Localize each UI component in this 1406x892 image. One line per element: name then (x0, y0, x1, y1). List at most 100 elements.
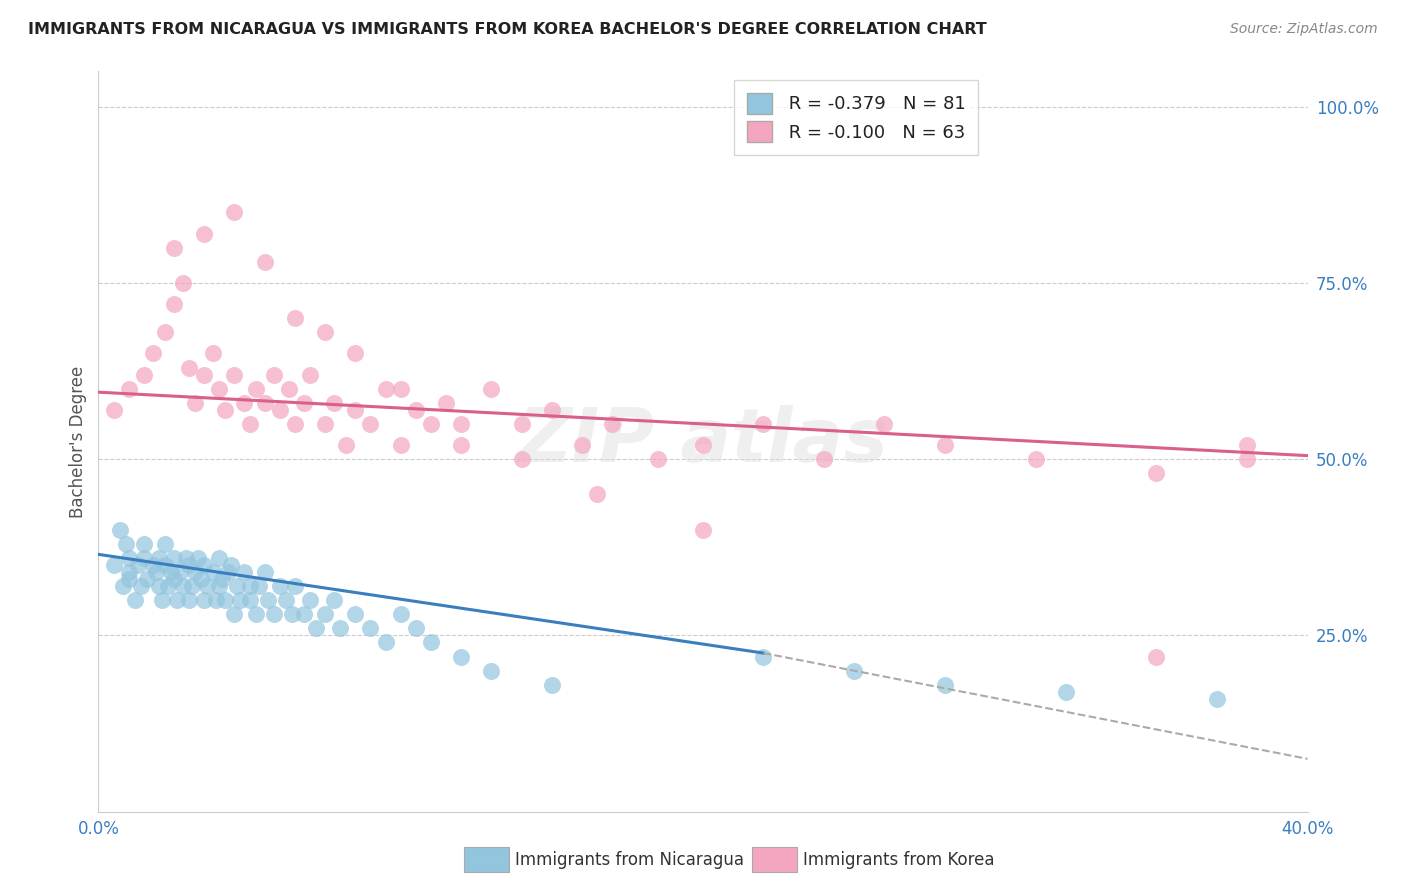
Point (179, 360, 201, 375)
Point (389, 382, 412, 396)
Legend:  R = -0.379   N = 81,  R = -0.100   N = 63: R = -0.379 N = 81, R = -0.100 N = 63 (734, 80, 979, 154)
Point (292, 607, 315, 622)
Point (226, 579, 249, 593)
Point (481, 664, 503, 678)
Point (208, 579, 231, 593)
Text: ZIP atlas: ZIP atlas (517, 405, 889, 478)
Point (299, 593, 322, 607)
Point (132, 368, 155, 382)
Point (239, 417, 262, 431)
Point (184, 565, 207, 579)
Point (434, 396, 457, 410)
Point (335, 438, 357, 452)
Point (103, 558, 125, 572)
Point (253, 565, 276, 579)
Point (450, 417, 472, 431)
Text: Source: ZipAtlas.com: Source: ZipAtlas.com (1230, 22, 1378, 37)
Point (142, 558, 165, 572)
Point (208, 382, 231, 396)
Point (692, 523, 714, 537)
Point (217, 565, 239, 579)
Point (229, 593, 252, 607)
Point (602, 417, 624, 431)
Point (450, 438, 472, 452)
Point (374, 635, 396, 649)
Point (179, 558, 201, 572)
Point (124, 593, 146, 607)
Point (323, 396, 346, 410)
Point (163, 241, 186, 255)
Point (193, 227, 215, 241)
Point (214, 593, 236, 607)
Point (481, 382, 503, 396)
Point (1054, 685, 1077, 699)
Point (190, 572, 212, 586)
Point (540, 402, 562, 417)
Point (510, 417, 533, 431)
Point (281, 607, 304, 622)
Point (389, 438, 412, 452)
Point (1206, 692, 1229, 706)
Point (752, 649, 775, 664)
Text: Immigrants from Nicaragua: Immigrants from Nicaragua (515, 851, 744, 869)
Point (647, 452, 669, 467)
Point (208, 550, 231, 565)
Point (344, 607, 367, 622)
Point (314, 325, 336, 339)
Point (323, 593, 346, 607)
Point (253, 396, 276, 410)
Point (142, 346, 165, 360)
Point (108, 523, 131, 537)
Point (214, 402, 236, 417)
Point (129, 579, 152, 593)
Point (187, 550, 209, 565)
Point (205, 593, 228, 607)
Point (844, 664, 866, 678)
Point (245, 382, 267, 396)
Point (314, 417, 336, 431)
Point (232, 396, 254, 410)
Point (232, 565, 254, 579)
Point (1236, 438, 1258, 452)
Point (103, 402, 125, 417)
Point (202, 565, 225, 579)
Point (420, 417, 443, 431)
Text: IMMIGRANTS FROM NICARAGUA VS IMMIGRANTS FROM KOREA BACHELOR'S DEGREE CORRELATION: IMMIGRANTS FROM NICARAGUA VS IMMIGRANTS … (28, 22, 987, 37)
Y-axis label: Bachelor's Degree: Bachelor's Degree (69, 366, 87, 517)
Point (163, 297, 186, 311)
Point (269, 579, 291, 593)
Point (118, 572, 141, 586)
Point (540, 678, 562, 692)
Point (114, 537, 136, 551)
Point (224, 607, 246, 622)
Point (127, 558, 149, 572)
Point (184, 396, 207, 410)
Point (247, 579, 270, 593)
Point (571, 438, 593, 452)
Point (179, 593, 201, 607)
Point (420, 635, 443, 649)
Point (263, 368, 285, 382)
Point (221, 558, 243, 572)
Point (274, 593, 297, 607)
Point (405, 402, 427, 417)
Point (245, 607, 267, 622)
Point (193, 558, 215, 572)
Point (150, 593, 173, 607)
Point (873, 417, 896, 431)
Point (269, 402, 291, 417)
Point (239, 593, 262, 607)
Point (195, 579, 218, 593)
Point (172, 579, 194, 593)
Point (169, 565, 191, 579)
Point (256, 593, 278, 607)
Point (344, 402, 367, 417)
Point (374, 382, 396, 396)
Point (163, 550, 186, 565)
Point (166, 593, 188, 607)
Point (277, 382, 299, 396)
Point (239, 579, 262, 593)
Point (510, 452, 533, 467)
Point (1236, 452, 1258, 467)
Point (132, 537, 155, 551)
